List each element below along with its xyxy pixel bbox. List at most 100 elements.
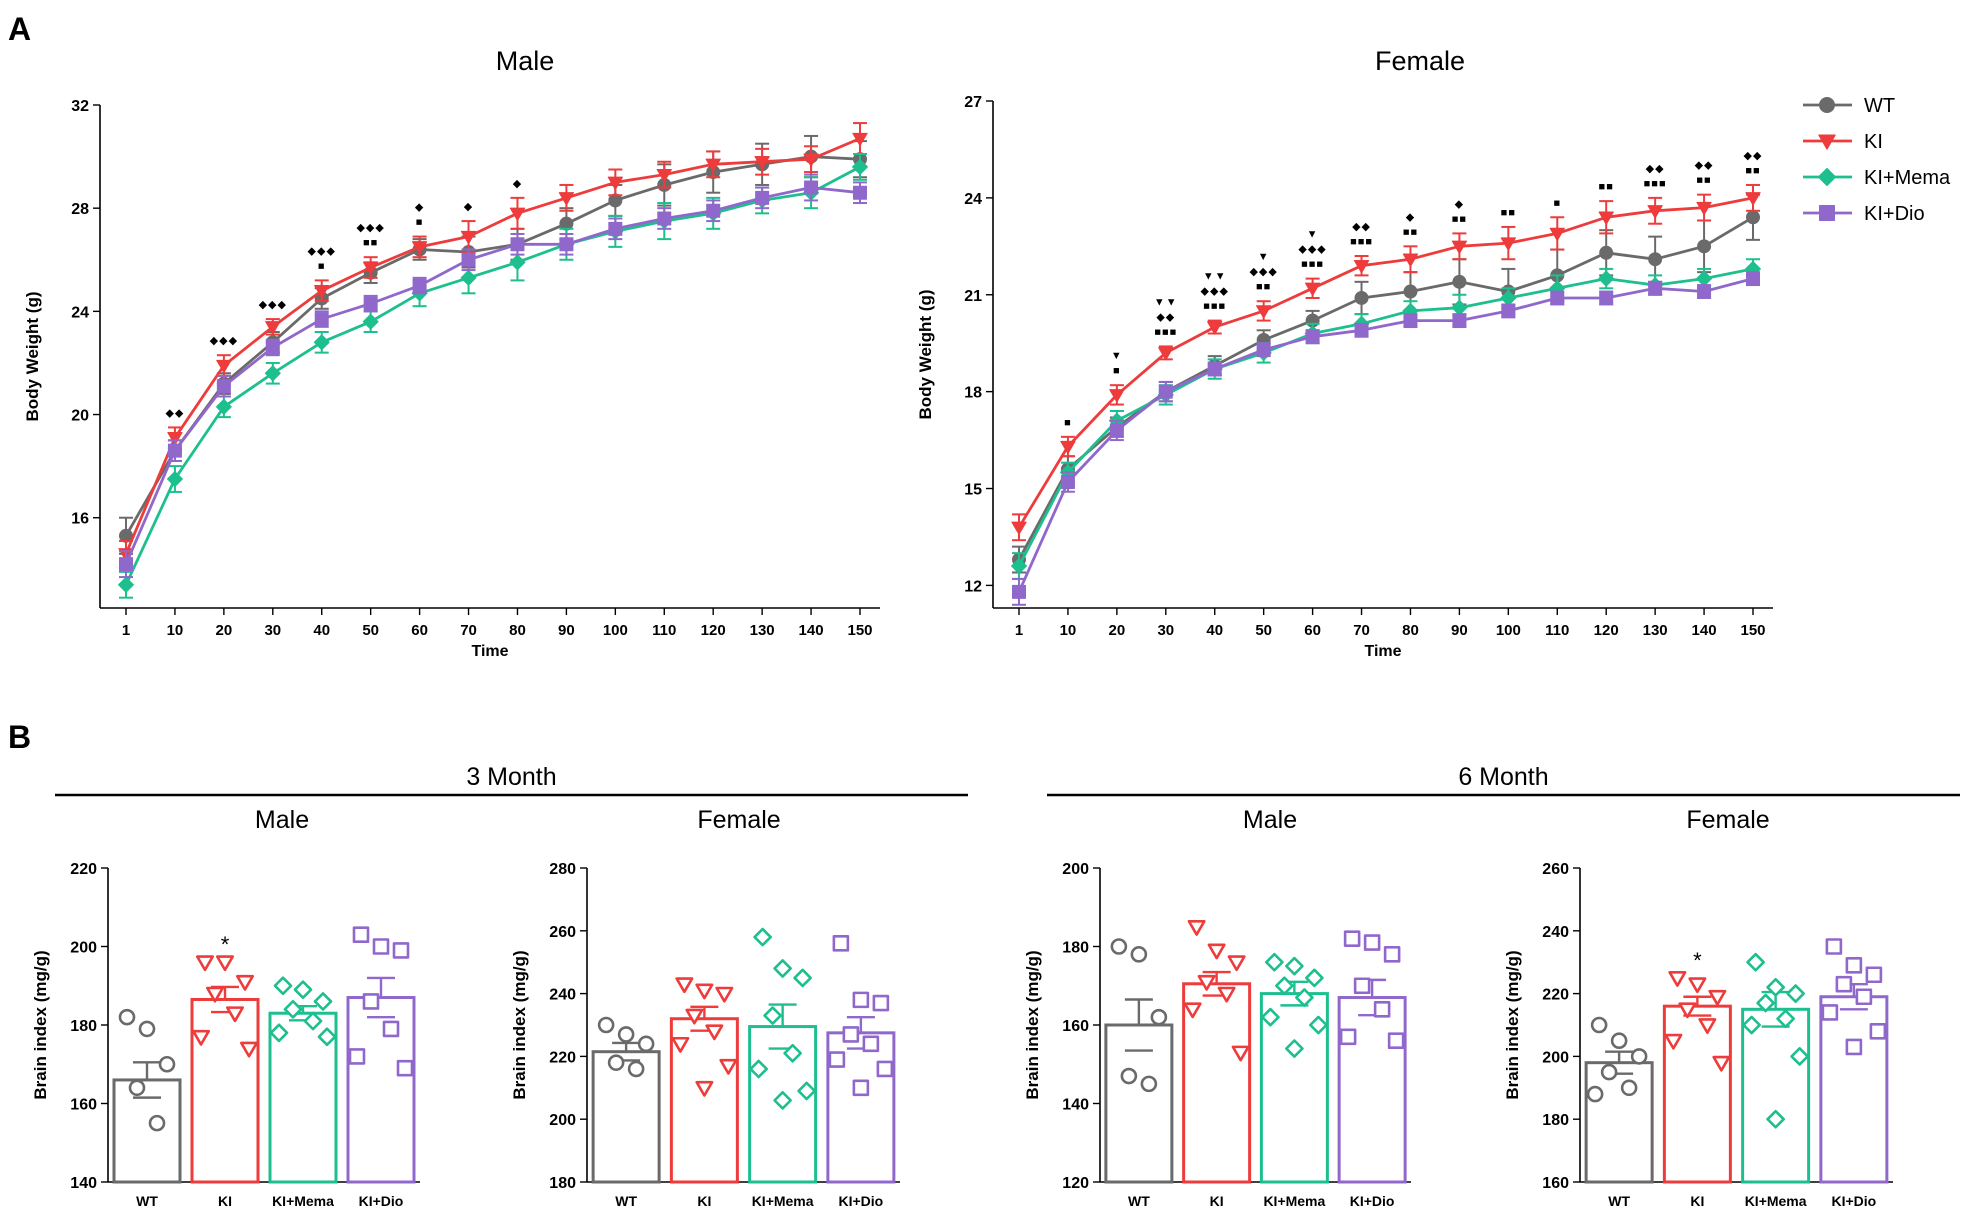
data-point (1708, 989, 1727, 1006)
data-point (1256, 342, 1271, 357)
data-point (317, 1027, 337, 1047)
y-tick-label: 200 (70, 940, 97, 957)
series-ki-dio (119, 173, 867, 579)
data-point (1599, 245, 1614, 260)
data-point (608, 221, 623, 236)
data-point (265, 340, 280, 355)
significance-marks: ■■ (1256, 281, 1271, 293)
data-point (1383, 946, 1401, 963)
data-point (1275, 976, 1294, 996)
significance-marks: ■■ (1403, 226, 1418, 238)
data-point (852, 158, 868, 175)
data-point (706, 203, 721, 218)
data-point (1620, 1079, 1638, 1097)
data-point (264, 365, 281, 382)
data-point (167, 443, 182, 458)
data-point (558, 192, 575, 206)
data-point (1845, 957, 1863, 974)
data-point (1452, 313, 1467, 328)
x-tick-label: 90 (558, 622, 575, 639)
data-point (1343, 930, 1361, 947)
data-point (1353, 259, 1370, 274)
legend-marker (1817, 167, 1837, 187)
significance-marks: ◆◆◆ (308, 245, 336, 257)
significance-marks: ■■■ (1203, 301, 1226, 313)
data-point (656, 168, 672, 183)
y-tick-label: 260 (1542, 861, 1569, 878)
data-point (1256, 305, 1272, 319)
data-point (1855, 988, 1873, 1006)
data-point (128, 1079, 146, 1097)
data-point (1207, 321, 1223, 335)
y-axis-label: Body Weight (g) (916, 290, 935, 420)
bar-group-ki (1662, 970, 1732, 1184)
data-point (240, 1041, 259, 1058)
series-ki-mema (1011, 258, 1761, 580)
data-point (1295, 988, 1314, 1007)
data-point (719, 1058, 738, 1075)
y-tick-label: 180 (1542, 1112, 1569, 1129)
series-wt (1012, 193, 1760, 574)
x-tick-label: 20 (1109, 622, 1126, 639)
data-point (1776, 1009, 1795, 1029)
x-tick-label: WT (615, 1193, 637, 1209)
data-point (1550, 290, 1565, 305)
series-line (1017, 277, 1754, 593)
bar-group-wt (112, 1008, 182, 1184)
bar (1182, 982, 1252, 1184)
y-tick-label: 200 (1062, 861, 1089, 878)
data-point (1130, 946, 1148, 963)
legend-label: KI+Dio (1864, 203, 1925, 225)
x-tick-label: WT (136, 1193, 158, 1209)
significance-marks: ■■■ (1301, 259, 1324, 271)
bar (190, 997, 260, 1184)
y-tick-label: 18 (964, 385, 982, 402)
data-point (509, 207, 526, 221)
data-point (597, 1016, 615, 1034)
significance-marks: ■■■ (1644, 178, 1667, 190)
data-point (138, 1020, 156, 1038)
bar-group-ki-dio (826, 935, 896, 1184)
series-line (124, 155, 861, 537)
x-tick-label: 120 (1594, 622, 1619, 639)
chart-title: Female (1686, 806, 1769, 834)
x-tick-label: KI+Mema (272, 1193, 334, 1209)
x-tick-label: KI (697, 1193, 711, 1209)
data-point (1140, 1075, 1158, 1093)
series-ki-mema (118, 153, 868, 599)
data-point (1060, 440, 1076, 455)
data-point (1598, 270, 1615, 287)
significance-marks: ▼ (1111, 350, 1123, 362)
data-point (510, 237, 525, 252)
data-point (363, 261, 379, 276)
significance-marks: ◆◆◆ (1298, 244, 1326, 256)
data-point (842, 1026, 860, 1043)
data-point (695, 1080, 714, 1097)
data-point (1746, 210, 1760, 225)
chart-title: Male (1243, 806, 1297, 834)
data-point (1012, 584, 1026, 599)
data-point (293, 980, 313, 1000)
y-tick-label: 28 (71, 201, 89, 218)
chart-title: Female (697, 806, 780, 834)
data-point (372, 938, 390, 955)
y-tick-label: 180 (1062, 940, 1089, 957)
bar-group-wt (591, 1016, 661, 1184)
x-tick-label: KI (1690, 1193, 1704, 1209)
series-line (1017, 196, 1754, 529)
data-point (1598, 211, 1614, 225)
group-header: 6 Month (1458, 763, 1548, 791)
data-point (627, 1060, 645, 1078)
data-point (1363, 934, 1381, 951)
data-point (1285, 1039, 1304, 1058)
series-line (124, 186, 861, 565)
significance-marks: ◆ (1406, 211, 1415, 223)
data-point (852, 132, 868, 147)
bar-group-ki-dio (1337, 930, 1407, 1184)
data-point (460, 269, 477, 286)
significance-marks: ◆◆ (1646, 163, 1665, 175)
y-tick-label: 15 (964, 482, 982, 499)
x-tick-label: 100 (1496, 622, 1521, 639)
data-point (705, 158, 721, 172)
bar-group-ki (190, 955, 260, 1184)
